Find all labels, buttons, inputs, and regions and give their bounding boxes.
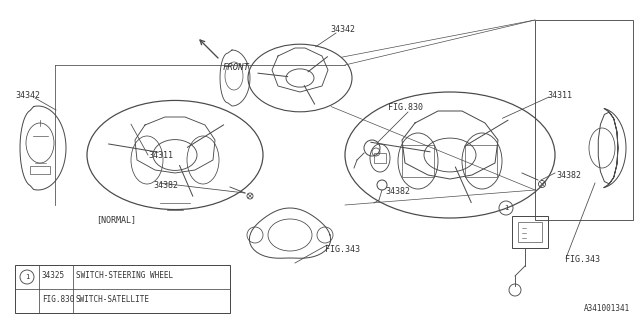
Text: A341001341: A341001341	[584, 304, 630, 313]
Text: 34342: 34342	[330, 26, 355, 35]
Text: 34382: 34382	[153, 180, 178, 189]
Text: 34382: 34382	[385, 188, 410, 196]
Text: 34311: 34311	[547, 91, 572, 100]
Text: FIG.343: FIG.343	[565, 255, 600, 265]
Text: FIG.830: FIG.830	[388, 103, 423, 113]
Text: 34325: 34325	[42, 271, 65, 281]
Text: 1: 1	[504, 205, 508, 211]
Bar	[30, 166, 50, 174]
Bar	[465, 145, 497, 177]
Bar	[402, 145, 434, 177]
Text: FIG.343: FIG.343	[325, 245, 360, 254]
Bar	[512, 216, 548, 248]
Bar	[374, 153, 386, 163]
Text: FIG.830: FIG.830	[42, 295, 74, 305]
Text: SWITCH-SATELLITE: SWITCH-SATELLITE	[76, 295, 150, 305]
Text: 34342: 34342	[15, 91, 40, 100]
Bar	[535, 20, 633, 220]
Bar	[518, 222, 542, 242]
Text: [NORMAL]: [NORMAL]	[96, 215, 136, 225]
Text: 34382: 34382	[556, 171, 581, 180]
Text: 1: 1	[25, 274, 29, 280]
Text: 34311: 34311	[148, 150, 173, 159]
Text: FRONT: FRONT	[223, 63, 250, 72]
Text: SWITCH-STEERING WHEEL: SWITCH-STEERING WHEEL	[76, 271, 173, 281]
Bar	[15, 265, 230, 313]
